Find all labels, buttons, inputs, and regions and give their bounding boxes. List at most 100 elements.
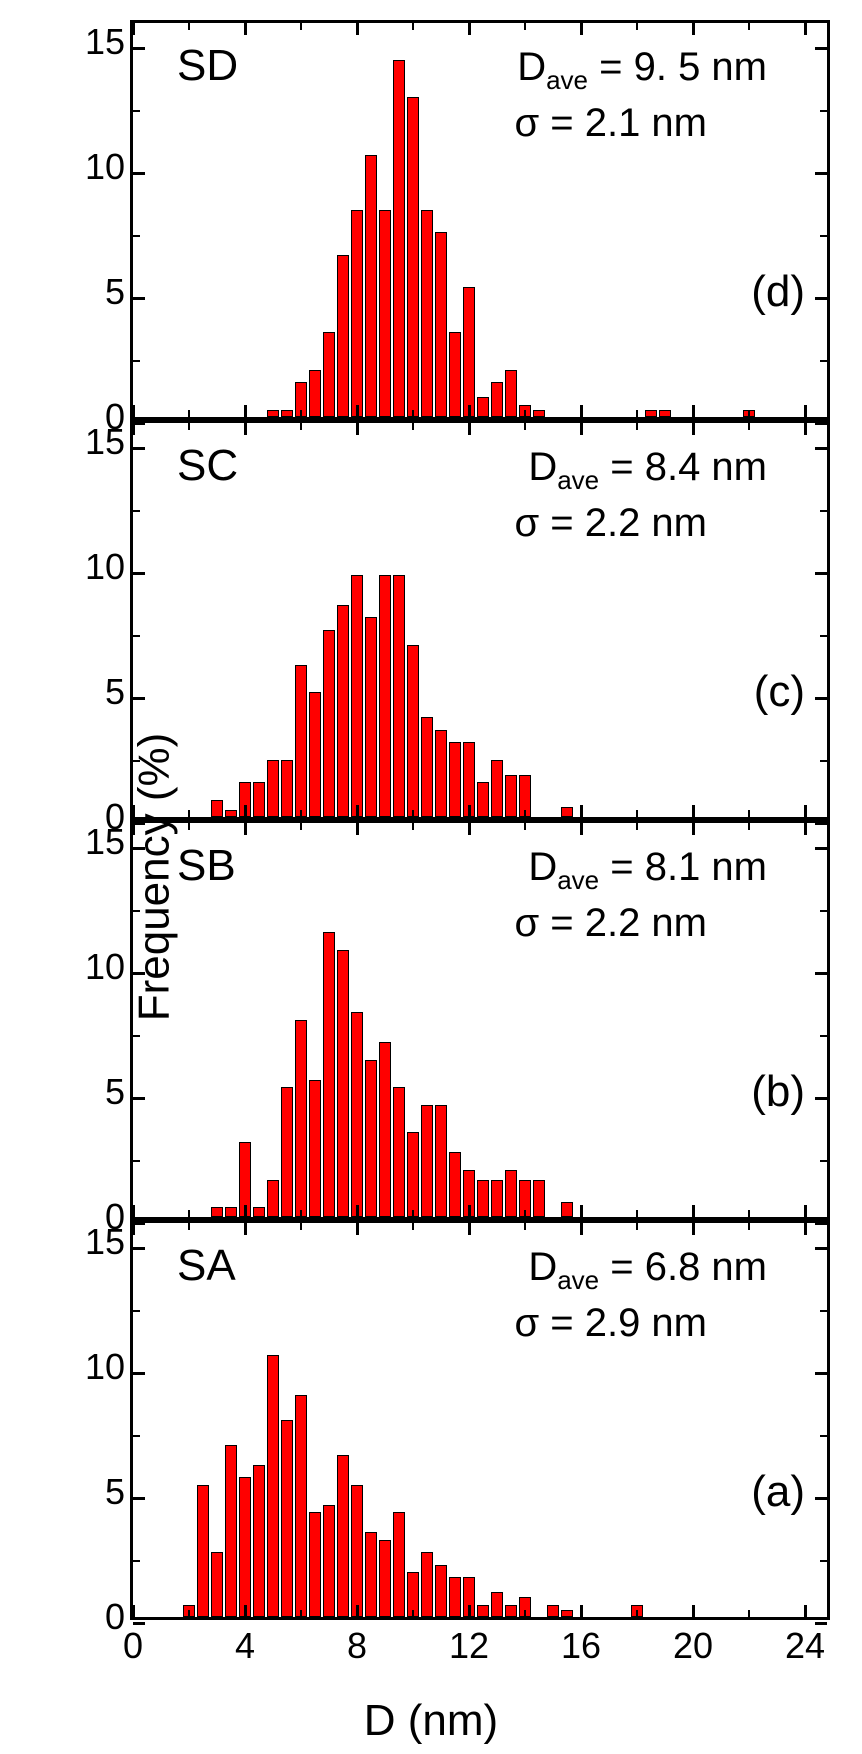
ytick-minor	[133, 1435, 140, 1437]
histogram-bar	[197, 1485, 209, 1618]
histogram-bar	[267, 760, 279, 818]
histogram-bar	[477, 782, 489, 817]
stat-sigma: σ = 2.2 nm	[514, 501, 707, 546]
ytick-minor	[133, 110, 140, 112]
histogram-bar	[379, 1042, 391, 1217]
histogram-bar	[281, 410, 293, 418]
histogram-bar	[211, 1552, 223, 1617]
xtick	[468, 1205, 471, 1217]
xtick	[356, 805, 359, 817]
xtick-minor	[300, 410, 302, 417]
stat-d-ave: Dave = 6.8 nm	[528, 1245, 767, 1296]
ytick	[815, 972, 827, 975]
xtick	[580, 823, 583, 835]
ytick-minor	[133, 760, 140, 762]
histogram-bar	[533, 410, 545, 418]
xtick-minor	[524, 1610, 526, 1617]
xtick-minor	[748, 823, 750, 830]
xtick	[132, 1605, 135, 1617]
ytick-minor	[133, 635, 140, 637]
panel-d: 051015SD(d)Dave = 9. 5 nmσ = 2.1 nm	[130, 20, 830, 420]
ytick-label: 10	[85, 1346, 125, 1388]
ytick-minor	[820, 635, 827, 637]
histogram-bar	[323, 1505, 335, 1618]
xtick	[468, 823, 471, 835]
histogram-bar	[421, 1105, 433, 1218]
ytick	[133, 1372, 145, 1375]
histogram-bar	[421, 210, 433, 418]
xtick	[244, 423, 247, 435]
histogram-bar	[449, 332, 461, 417]
xtick-minor	[636, 1210, 638, 1217]
histogram-bar	[295, 1395, 307, 1618]
panel-letter: (d)	[751, 267, 805, 317]
xtick-minor	[524, 423, 526, 430]
ytick-label: 15	[85, 1221, 125, 1263]
xtick	[244, 1223, 247, 1235]
xtick	[580, 1223, 583, 1235]
ytick-minor	[820, 510, 827, 512]
xtick-minor	[748, 1223, 750, 1230]
ytick-label: 15	[85, 821, 125, 863]
xtick-label: 4	[235, 1625, 255, 1667]
histogram-bar	[491, 1592, 503, 1617]
xtick-minor	[188, 1610, 190, 1617]
xtick-minor	[300, 1223, 302, 1230]
xtick-minor	[636, 23, 638, 30]
xtick	[692, 1205, 695, 1217]
xtick	[580, 1205, 583, 1217]
ytick-minor	[820, 110, 827, 112]
histogram-bar	[351, 575, 363, 818]
ytick-label: 10	[85, 946, 125, 988]
xtick	[804, 1205, 807, 1217]
xtick	[804, 23, 807, 35]
histogram-bar	[449, 742, 461, 817]
histogram-bar	[295, 1020, 307, 1218]
panel-c: 051015SC(c)Dave = 8.4 nmσ = 2.2 nm	[130, 420, 830, 820]
histogram-bar	[267, 1355, 279, 1618]
ytick-minor	[820, 760, 827, 762]
panel-title: SC	[177, 441, 238, 491]
ytick-minor	[820, 235, 827, 237]
stat-sigma: σ = 2.2 nm	[514, 901, 707, 946]
histogram-bar	[393, 575, 405, 818]
ytick	[815, 47, 827, 50]
histogram-bar	[309, 1512, 321, 1617]
ytick	[815, 172, 827, 175]
xtick-minor	[300, 23, 302, 30]
xtick	[804, 1605, 807, 1617]
ytick-minor	[133, 1160, 140, 1162]
ytick-minor	[820, 910, 827, 912]
xtick	[692, 1605, 695, 1617]
xtick	[244, 405, 247, 417]
xtick-minor	[748, 423, 750, 430]
ytick-minor	[133, 910, 140, 912]
xtick-minor	[412, 823, 414, 830]
xtick	[468, 805, 471, 817]
xtick	[356, 1605, 359, 1617]
ytick	[815, 1097, 827, 1100]
histogram-bar	[477, 1180, 489, 1218]
histogram-bar	[379, 1540, 391, 1618]
xtick	[132, 805, 135, 817]
xtick-minor	[748, 1610, 750, 1617]
histogram-bar	[337, 950, 349, 1218]
histogram-bar	[393, 1087, 405, 1217]
xtick-minor	[188, 823, 190, 830]
xtick	[580, 405, 583, 417]
ytick	[133, 972, 145, 975]
xtick	[356, 423, 359, 435]
histogram-bar	[253, 1465, 265, 1618]
xtick	[692, 405, 695, 417]
ytick	[815, 297, 827, 300]
xtick-minor	[412, 1610, 414, 1617]
panel-letter: (b)	[751, 1067, 805, 1117]
xtick-minor	[748, 23, 750, 30]
ytick-label: 5	[105, 271, 125, 313]
xtick-minor	[188, 1210, 190, 1217]
histogram-bar	[295, 665, 307, 818]
xtick	[692, 805, 695, 817]
xtick	[804, 1223, 807, 1235]
figure-root: Frequency (%) D (nm) 051015SD(d)Dave = 9…	[0, 0, 862, 1754]
histogram-bar	[561, 1610, 573, 1618]
